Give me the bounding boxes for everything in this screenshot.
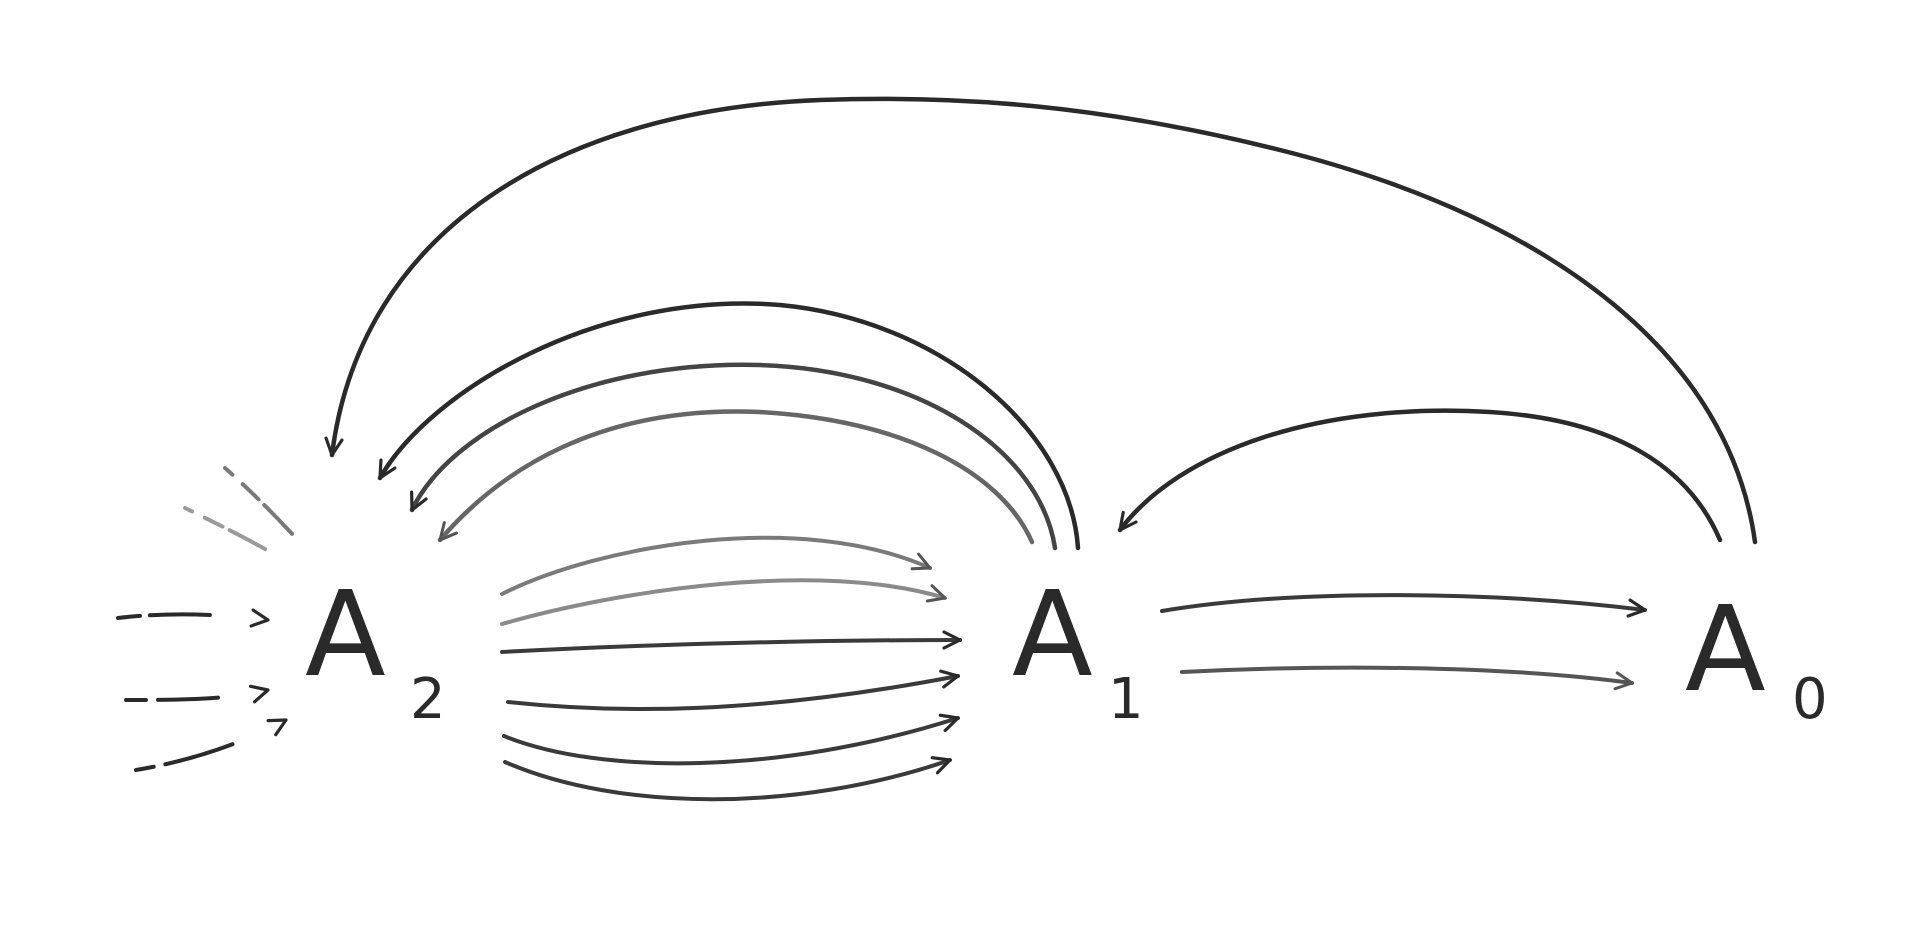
incoming-dashed-arrows bbox=[116, 608, 288, 772]
node-a2-letter: A bbox=[305, 565, 386, 703]
edge-a1-a2-2 bbox=[409, 362, 1058, 551]
faint-dashed-strokes bbox=[183, 466, 307, 570]
edges-a0-to-a1 bbox=[1117, 408, 1723, 543]
edge-a2-a1-1 bbox=[500, 535, 932, 596]
edges-a0-to-a2 bbox=[324, 96, 1758, 545]
edge-a2-a1-6 bbox=[503, 756, 952, 802]
node-a1: A 1 bbox=[1012, 565, 1144, 732]
edges-a1-to-a0 bbox=[1160, 593, 1647, 691]
edge-a1-a2-1 bbox=[377, 301, 1081, 551]
incoming-arrow-1 bbox=[116, 608, 270, 628]
edge-a0-a2 bbox=[324, 96, 1758, 545]
edges-a2-to-a1 bbox=[500, 535, 962, 802]
edges-a1-to-a2 bbox=[377, 301, 1081, 551]
incoming-arrow-3 bbox=[134, 718, 288, 772]
edge-a2-a1-4 bbox=[506, 669, 960, 712]
edge-a0-a1 bbox=[1117, 408, 1723, 543]
faint-stroke-2 bbox=[183, 506, 300, 570]
edge-a1-a2-3 bbox=[437, 409, 1035, 545]
edge-a1-a0-1 bbox=[1160, 593, 1647, 618]
edge-a2-a1-3 bbox=[500, 630, 962, 654]
node-a2-subscript: 2 bbox=[410, 667, 446, 732]
node-a0: A 0 bbox=[1685, 580, 1828, 732]
node-a1-letter: A bbox=[1012, 565, 1093, 703]
incoming-arrow-2 bbox=[124, 684, 270, 704]
edge-a2-a1-5 bbox=[502, 713, 960, 766]
edge-a2-a1-2 bbox=[500, 578, 947, 626]
node-a2: A 2 bbox=[305, 565, 446, 732]
node-a1-subscript: 1 bbox=[1108, 667, 1144, 732]
faint-stroke-1 bbox=[223, 466, 307, 550]
node-a0-subscript: 0 bbox=[1792, 667, 1828, 732]
edge-a1-a0-2 bbox=[1180, 665, 1634, 691]
node-a0-letter: A bbox=[1685, 580, 1766, 718]
